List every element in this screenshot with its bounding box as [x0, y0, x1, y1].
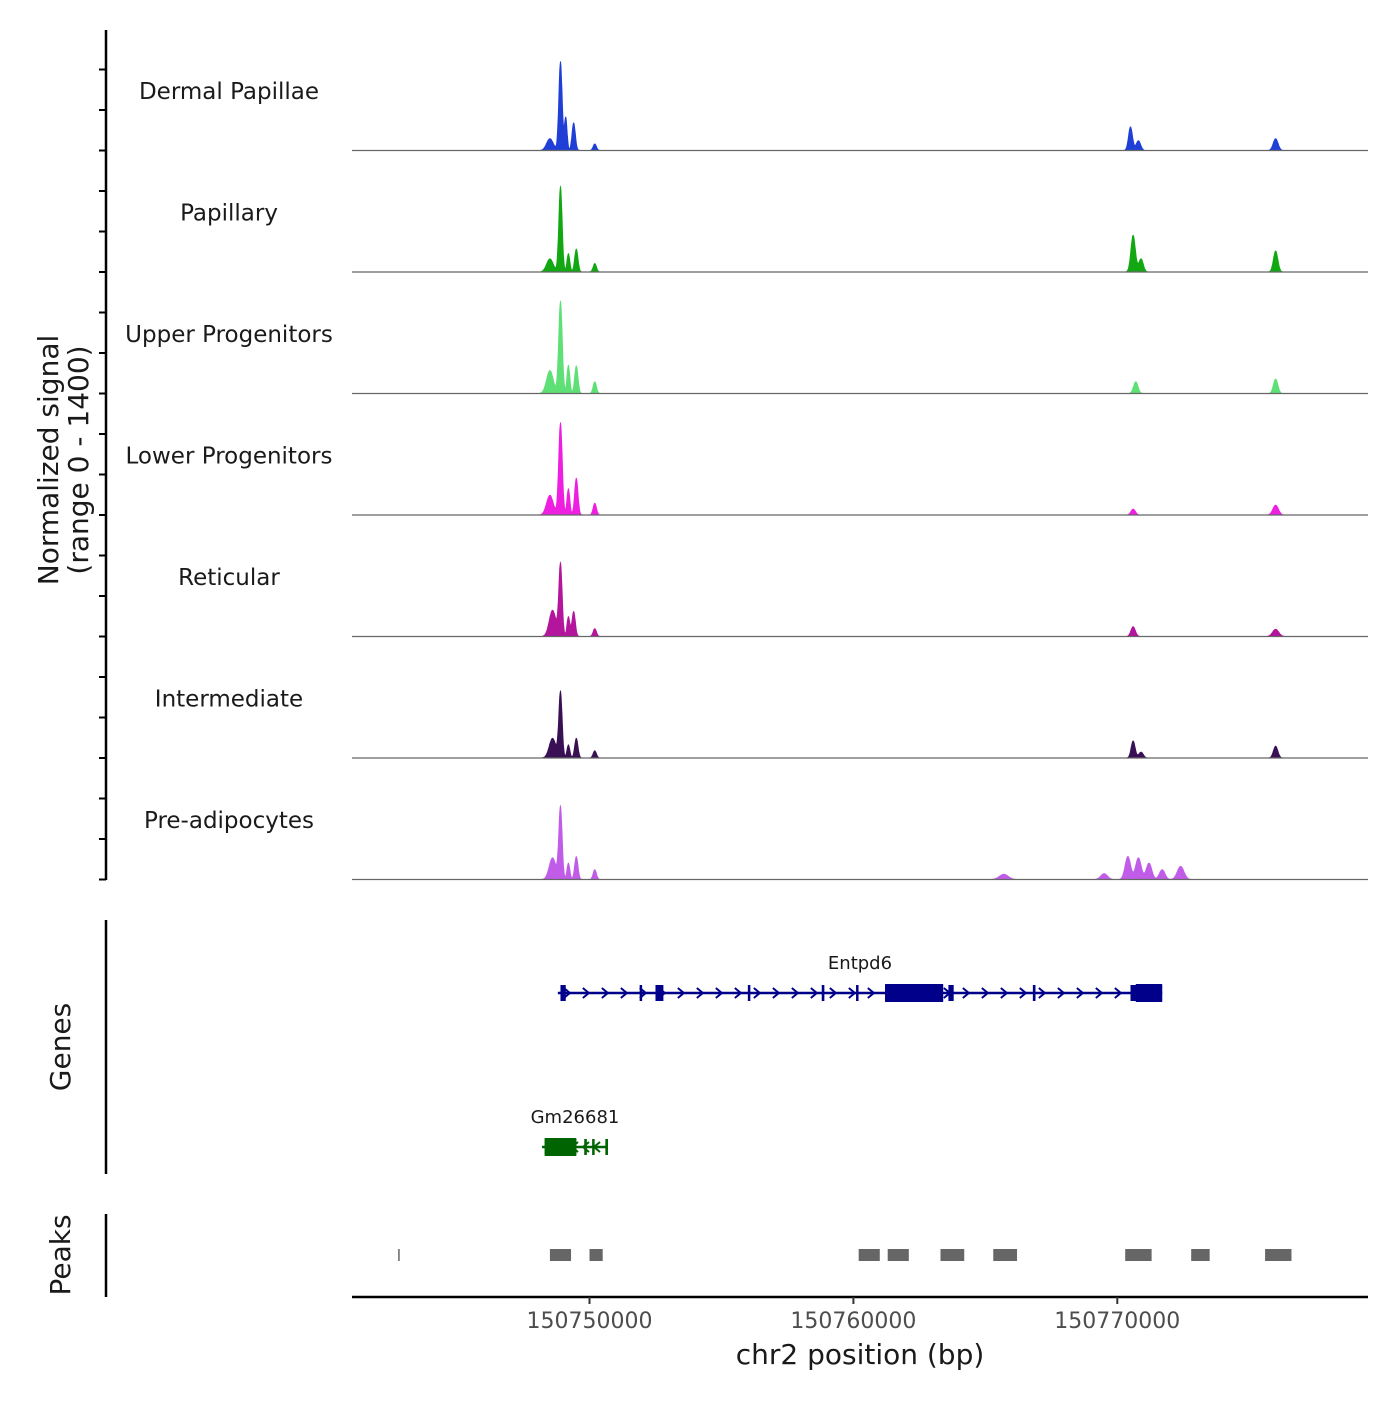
gene-cds: [1135, 984, 1163, 1002]
peak-region: [589, 1249, 603, 1261]
strand-arrow: [1038, 987, 1047, 999]
strand-arrow: [1057, 987, 1066, 999]
strand-arrow: [848, 987, 857, 999]
gene-exon: [605, 1139, 608, 1155]
strand-arrow: [867, 987, 876, 999]
signal-area: [352, 60, 1368, 151]
peak-region: [398, 1249, 400, 1261]
strand-arrow: [677, 987, 686, 999]
strand-arrow: [1114, 987, 1123, 999]
strand-arrow: [696, 987, 705, 999]
peak-region: [887, 1249, 909, 1261]
gene-label: Entpd6: [828, 953, 892, 974]
x-tick-label: 150770000: [1054, 1309, 1180, 1334]
strand-arrow: [1076, 987, 1085, 999]
gene-label: Gm26681: [531, 1107, 620, 1128]
peak-region: [1265, 1249, 1292, 1261]
strand-arrow: [563, 987, 572, 999]
strand-arrow: [810, 987, 819, 999]
track-label: Intermediate: [155, 687, 303, 713]
y-axis-title-line1: Normalized signal: [32, 335, 65, 586]
strand-arrow: [772, 987, 781, 999]
strand-arrow: [753, 987, 762, 999]
track-pre-adipocytes: Pre-adipocytes: [99, 797, 1368, 881]
genes-panel-label: Genes: [44, 1003, 77, 1091]
gene-exon: [655, 985, 664, 1001]
peak-region: [993, 1249, 1018, 1261]
peak-region: [858, 1249, 880, 1261]
strand-arrow: [581, 1141, 590, 1153]
signal-area: [352, 185, 1368, 273]
gene-cds: [885, 984, 944, 1002]
gene-cds: [544, 1138, 577, 1156]
signal-area: [352, 421, 1368, 516]
strand-arrow: [1095, 987, 1104, 999]
y-axis-title: Normalized signal (range 0 - 1400): [32, 335, 95, 586]
strand-arrow: [734, 987, 743, 999]
x-axis: chr2 position (bp) 150750000 150760000 150…: [352, 1295, 1368, 1371]
track-upper-progenitors: Upper Progenitors: [99, 300, 1368, 395]
strand-arrow: [1019, 987, 1028, 999]
signal-area: [352, 300, 1368, 394]
gene-exon: [948, 985, 954, 1001]
strand-arrow: [582, 987, 591, 999]
strand-arrow: [791, 987, 800, 999]
signal-tracks: Dermal Papillae Papillary Upper Progenitor…: [99, 30, 1368, 881]
gene-exon: [821, 985, 825, 1001]
peaks-panel: Peaks: [44, 1214, 1292, 1297]
strand-arrow: [962, 987, 971, 999]
peak-region: [940, 1249, 965, 1261]
gene-exon: [1032, 985, 1036, 1001]
strand-arrow: [1000, 987, 1009, 999]
gene-exon: [592, 1139, 595, 1155]
strand-arrow: [829, 987, 838, 999]
track-intermediate: Intermediate: [99, 676, 1368, 759]
track-dermal-papillae: Dermal Papillae: [99, 60, 1368, 152]
peak-region: [549, 1249, 572, 1261]
signal-area: [352, 804, 1368, 880]
track-lower-progenitors: Lower Progenitors: [99, 421, 1368, 516]
strand-arrow: [715, 987, 724, 999]
track-label: Dermal Papillae: [139, 79, 319, 105]
peak-region: [1125, 1249, 1152, 1261]
x-tick-label: 150750000: [527, 1309, 653, 1334]
peaks-panel-label: Peaks: [44, 1214, 77, 1295]
track-label: Reticular: [178, 565, 280, 591]
gene-exon: [856, 985, 859, 1001]
y-axis-title-line2: (range 0 - 1400): [62, 345, 95, 574]
gene-gm26681: Gm26681: [531, 1107, 620, 1156]
track-label: Pre-adipocytes: [144, 808, 314, 834]
x-axis-title: chr2 position (bp): [736, 1338, 985, 1371]
track-reticular: Reticular: [99, 554, 1368, 638]
peak-region: [1191, 1249, 1210, 1261]
track-label: Upper Progenitors: [125, 322, 333, 348]
strand-arrow: [981, 987, 990, 999]
gene-entpd6: Entpd6: [557, 953, 1163, 1002]
gene-exon: [639, 985, 643, 1001]
strand-arrow: [601, 987, 610, 999]
x-tick-label: 150760000: [790, 1309, 916, 1334]
genes-panel: Genes Entpd6 Gm26681: [44, 920, 1163, 1174]
strand-arrow: [620, 987, 629, 999]
gene-exon: [560, 985, 566, 1001]
signal-area: [352, 561, 1368, 637]
gene-exon: [747, 985, 751, 1001]
signal-area: [352, 689, 1368, 759]
gene-exon: [584, 1139, 587, 1155]
track-label: Lower Progenitors: [126, 444, 333, 470]
track-papillary: Papillary: [99, 185, 1368, 273]
track-label: Papillary: [180, 201, 278, 227]
